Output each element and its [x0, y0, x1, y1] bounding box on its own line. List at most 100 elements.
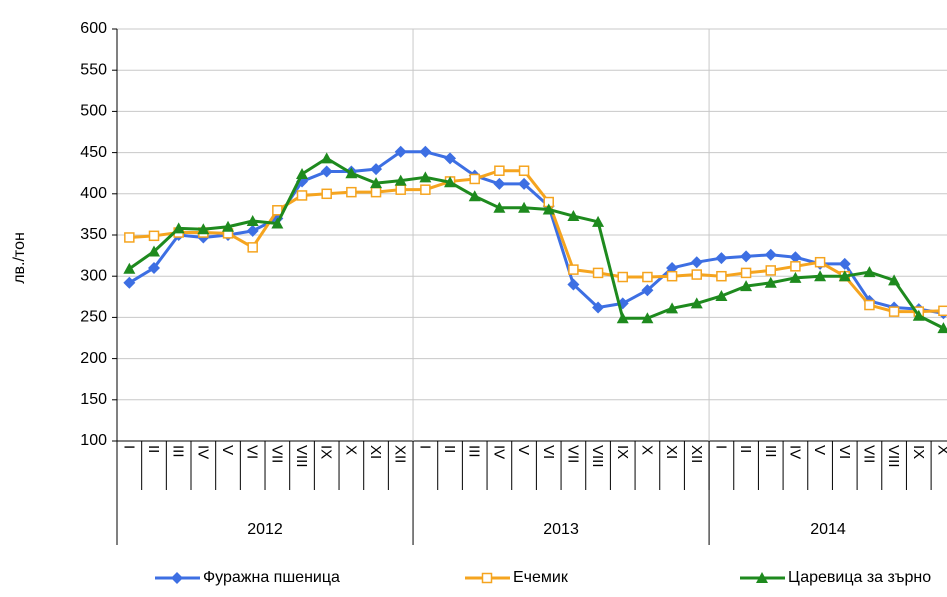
legend-item: Ечемик	[465, 569, 569, 586]
data-point	[444, 176, 457, 188]
data-point	[123, 276, 136, 289]
y-tick-label: 600	[80, 20, 107, 37]
y-tick-label: 500	[80, 103, 107, 120]
data-point	[370, 163, 383, 176]
x-tick-label: VII	[564, 445, 581, 463]
data-point	[912, 309, 925, 321]
y-tick-label: 300	[80, 267, 107, 284]
x-tick-label: VI	[540, 445, 557, 459]
data-point	[838, 270, 851, 282]
data-point	[592, 267, 604, 279]
x-tick-label: VI	[836, 445, 853, 459]
y-tick-label: 400	[80, 185, 107, 202]
data-point	[320, 152, 333, 164]
data-point	[148, 245, 161, 257]
data-point	[740, 267, 752, 279]
legend-label: Ечемик	[513, 569, 569, 586]
x-tick-label: II	[737, 445, 754, 453]
x-tick-label: VI	[244, 445, 261, 459]
data-point	[567, 278, 580, 291]
data-point	[690, 297, 703, 309]
data-point	[542, 203, 555, 215]
x-tick-label: II	[145, 445, 162, 453]
group-label: 2012	[247, 521, 283, 538]
data-point	[493, 201, 506, 213]
data-point	[345, 167, 358, 179]
data-point	[592, 301, 605, 314]
data-point	[124, 232, 135, 243]
x-tick-label: I	[416, 445, 433, 449]
y-axis-label: лв./тон	[11, 232, 28, 284]
data-point	[838, 257, 851, 270]
data-point	[395, 184, 406, 195]
data-point	[246, 224, 259, 237]
data-point	[642, 271, 653, 283]
x-tick-label: V	[811, 445, 828, 455]
data-point	[740, 250, 753, 263]
data-point	[148, 261, 161, 274]
y-tick-label: 100	[80, 432, 107, 449]
data-point	[740, 280, 753, 292]
data-point	[691, 269, 702, 280]
data-point	[715, 252, 728, 265]
data-point	[863, 266, 876, 278]
x-tick-label: IX	[318, 445, 335, 459]
x-tick-label: VIII	[293, 445, 310, 468]
series-line	[128, 156, 945, 330]
data-point	[666, 270, 678, 282]
x-tick-label: IX	[614, 445, 631, 459]
x-tick-label: VIII	[589, 445, 606, 468]
x-tick-label: III	[466, 445, 483, 458]
x-tick-label: IX	[910, 445, 927, 459]
legend-marker	[481, 572, 493, 584]
data-point	[346, 186, 357, 198]
data-point	[197, 223, 210, 235]
series-line	[128, 150, 944, 315]
data-point	[641, 284, 654, 297]
data-point	[247, 242, 258, 253]
x-tick-label: IV	[490, 445, 507, 459]
data-point	[518, 177, 531, 190]
y-tick-label: 150	[80, 391, 107, 408]
legend-item: Царевица за зърно	[740, 569, 931, 586]
data-point	[641, 312, 654, 324]
x-tick-label: XI	[663, 445, 680, 459]
x-tick-label: I	[120, 445, 137, 449]
x-tick-label: X	[934, 445, 947, 455]
data-point	[814, 270, 827, 282]
data-point	[394, 174, 407, 186]
y-tick-label: 200	[80, 350, 107, 367]
data-point	[567, 210, 580, 222]
y-tick-label: 550	[80, 61, 107, 78]
data-point	[568, 264, 579, 275]
x-tick-label: III	[762, 445, 779, 458]
group-label: 2014	[810, 521, 846, 538]
x-tick-label: III	[170, 445, 187, 458]
data-point	[716, 270, 727, 282]
data-point	[888, 306, 900, 317]
x-tick-label: I	[712, 445, 729, 449]
data-point	[789, 271, 802, 283]
data-point	[394, 145, 407, 158]
legend-item: Фуражна пшеница	[155, 569, 340, 586]
data-point	[790, 261, 801, 272]
data-point	[938, 305, 947, 317]
x-tick-label: XII	[392, 445, 409, 463]
legend-label: Фуражна пшеница	[203, 569, 340, 586]
legend-label: Царевица за зърно	[788, 569, 931, 586]
data-point	[419, 145, 432, 158]
data-point	[272, 205, 283, 216]
x-tick-label: VIII	[885, 445, 902, 468]
x-tick-label: X	[342, 445, 359, 455]
data-point	[666, 302, 679, 314]
data-point	[888, 274, 901, 286]
data-point	[764, 248, 777, 261]
data-point	[320, 165, 333, 178]
data-point	[296, 190, 308, 201]
data-point	[765, 265, 777, 276]
data-point	[937, 322, 947, 334]
x-tick-label: VII	[860, 445, 877, 463]
group-label: 2013	[543, 521, 579, 538]
